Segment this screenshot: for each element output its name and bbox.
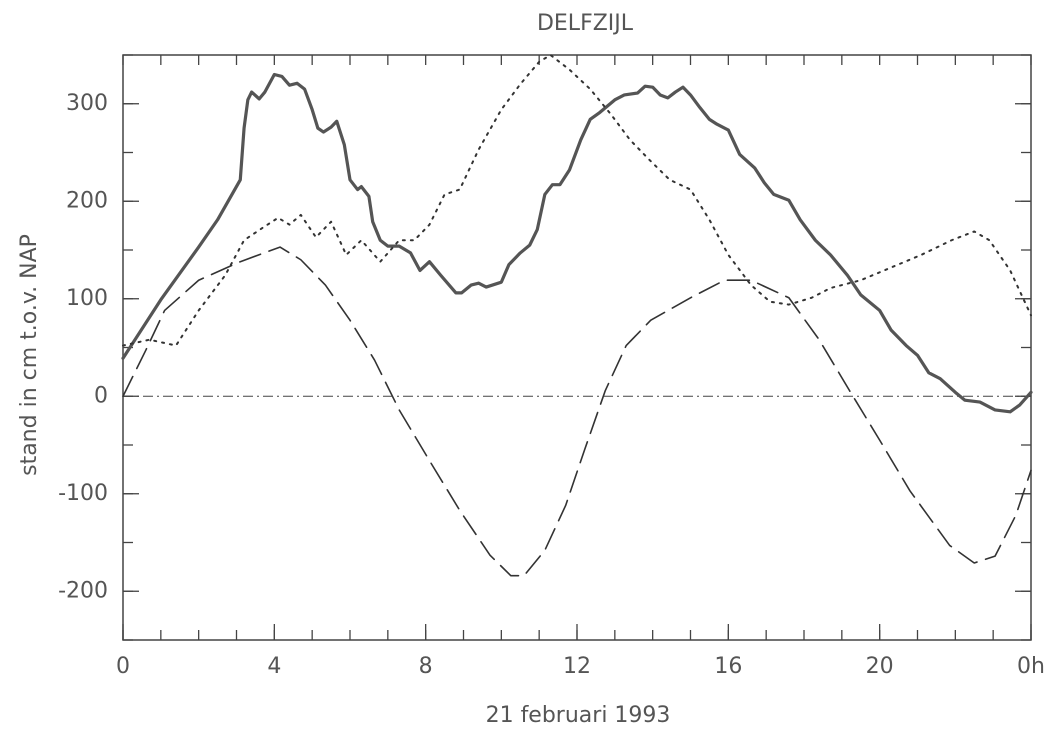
series-line: [122, 54, 1032, 347]
x-tick-label: 0: [116, 654, 130, 679]
x-axis-label: 21 februari 1993: [486, 703, 671, 728]
y-axis-label: stand in cm t.o.v. NAP: [17, 234, 42, 476]
y-tick-label: -100: [58, 481, 108, 506]
x-tick-label: 4: [267, 654, 281, 679]
y-tick-label: 300: [66, 91, 108, 116]
x-tick-label: 16: [714, 654, 742, 679]
y-tick-label: 100: [66, 286, 108, 311]
y-tick-label: 0: [94, 383, 108, 408]
x-tick-label: 12: [563, 654, 591, 679]
plot-frame: [122, 54, 1032, 641]
series-line: [122, 246, 1032, 577]
y-tick-label: -200: [58, 578, 108, 603]
chart-title: DELFZIJL: [537, 11, 634, 36]
x-tick-label: 0h: [1017, 654, 1045, 679]
y-tick-label: 200: [66, 188, 108, 213]
x-tick-label: 20: [866, 654, 894, 679]
x-tick-label: 8: [419, 654, 433, 679]
series-line: [121, 72, 1033, 414]
